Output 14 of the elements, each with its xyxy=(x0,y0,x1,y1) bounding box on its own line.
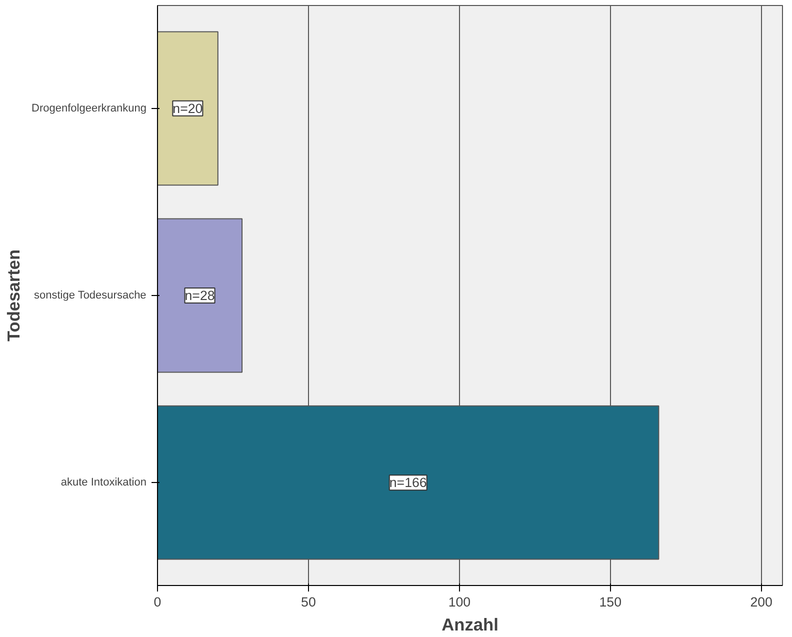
y-tick-label: sonstige Todesursache xyxy=(34,290,146,302)
y-tick-label: akute Intoxikation xyxy=(60,476,147,489)
data-label: n=166 xyxy=(389,475,427,490)
y-axis-title: Todesarten xyxy=(4,249,24,342)
x-axis-title: Anzahl xyxy=(442,614,498,634)
y-tick-label: Drogenfolgeerkrankung xyxy=(32,102,147,114)
x-tick-label: 150 xyxy=(599,594,622,610)
x-tick-label: 0 xyxy=(154,594,162,610)
data-label: n=28 xyxy=(184,288,215,303)
x-tick-label: 200 xyxy=(750,594,772,610)
bar xyxy=(158,218,243,373)
bar xyxy=(158,31,218,186)
x-tick-label: 50 xyxy=(301,594,316,610)
x-tick-label: 100 xyxy=(448,594,471,610)
